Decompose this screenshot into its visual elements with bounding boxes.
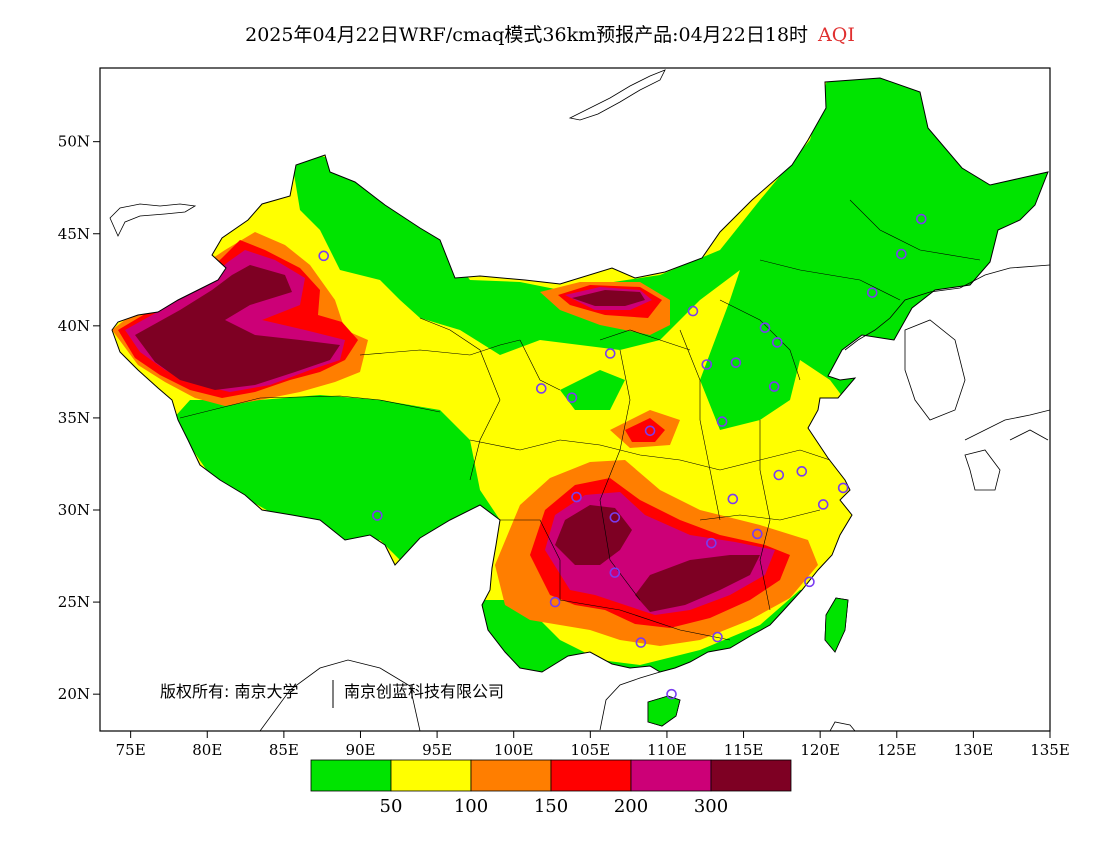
map-border [99,67,1051,732]
city-marker [635,637,647,648]
legend-swatch [470,759,552,792]
city-marker [549,596,561,608]
svg-text:版权所有: 南京大学: 版权所有: 南京大学 [160,682,299,701]
city-marker [666,688,677,700]
legend-label: 100 [454,796,488,817]
city-marker [796,466,808,477]
city-marker [915,213,927,225]
legend-swatch [550,759,632,792]
city-marker [730,357,742,368]
copyright-org1: 南京大学 [235,682,299,701]
city-marker [768,381,780,392]
city-marker [535,383,547,394]
x-tick-label: 120E [800,741,840,759]
city-marker [837,482,849,494]
city-marker [817,499,829,510]
city-marker [687,305,699,317]
y-axis: 20N 25N 30N 35N 40N 45N 50N [58,133,100,703]
x-tick-label: 110E [647,741,687,759]
city-marker [804,576,815,588]
y-tick-label: 50N [58,133,90,151]
city-marker [716,416,728,427]
city-marker [896,248,907,260]
y-tick-label: 30N [58,501,90,519]
aqi-legend: 50 100 150 200 300 [310,759,792,817]
x-tick-label: 105E [571,741,611,759]
y-tick-label: 40N [58,317,90,335]
x-tick-label: 95E [422,741,452,759]
x-axis: 75E 80E 85E 90E 95E 100E 105E 110E 115E 120E 125E 1… [116,731,1070,759]
city-marker [866,287,878,298]
city-marker [771,337,783,348]
title-variable: AQI [818,24,855,46]
legend-label: 50 [380,796,403,817]
copyright-prefix: 版权所有: [160,682,229,701]
taiwan-island [824,597,849,653]
copyright: 版权所有: 南京大学 南京创蓝科技有限公司 [160,680,504,708]
city-marker [773,469,785,481]
legend-swatch [390,759,472,792]
x-tick-label: 80E [192,741,222,759]
legend-label: 300 [694,796,728,817]
y-tick-label: 35N [58,409,90,427]
y-tick-label: 45N [58,225,90,243]
x-tick-label: 115E [724,741,764,759]
legend-label: 150 [534,796,568,817]
x-tick-label: 75E [116,741,146,759]
x-tick-label: 100E [494,741,534,759]
aqi-band-maroon [135,265,760,612]
y-tick-label: 25N [58,593,90,611]
x-tick-label: 130E [954,741,994,759]
legend-swatch [630,759,712,792]
city-marker [752,528,763,540]
map-title: 2025年04月22日WRF/cmaq模式36km预报产品:04月22日18时 A… [0,20,1100,47]
city-marker [566,392,578,403]
legend-swatch [310,759,392,792]
city-marker [609,512,621,523]
city-marker [701,359,713,370]
x-tick-label: 125E [877,741,917,759]
province-boundaries [179,199,981,641]
city-marker [644,425,656,437]
copyright-org2: 南京创蓝科技有限公司 [344,682,504,701]
city-marker [604,348,616,359]
city-marker [706,537,717,549]
city-marker [372,510,383,521]
title-text: 2025年04月22日WRF/cmaq模式36km预报产品:04月22日18时 [245,24,809,46]
x-tick-label: 135E [1030,741,1070,759]
legend-label: 200 [614,796,648,817]
city-marker [727,493,739,505]
city-marker [759,322,771,333]
x-tick-label: 90E [345,741,375,759]
city-markers [318,213,927,700]
y-tick-label: 20N [58,685,90,703]
city-marker [609,567,621,578]
x-tick-label: 85E [269,741,299,759]
city-marker [318,250,330,262]
legend-swatch [710,759,792,792]
city-marker [712,631,723,643]
city-marker [571,491,582,503]
